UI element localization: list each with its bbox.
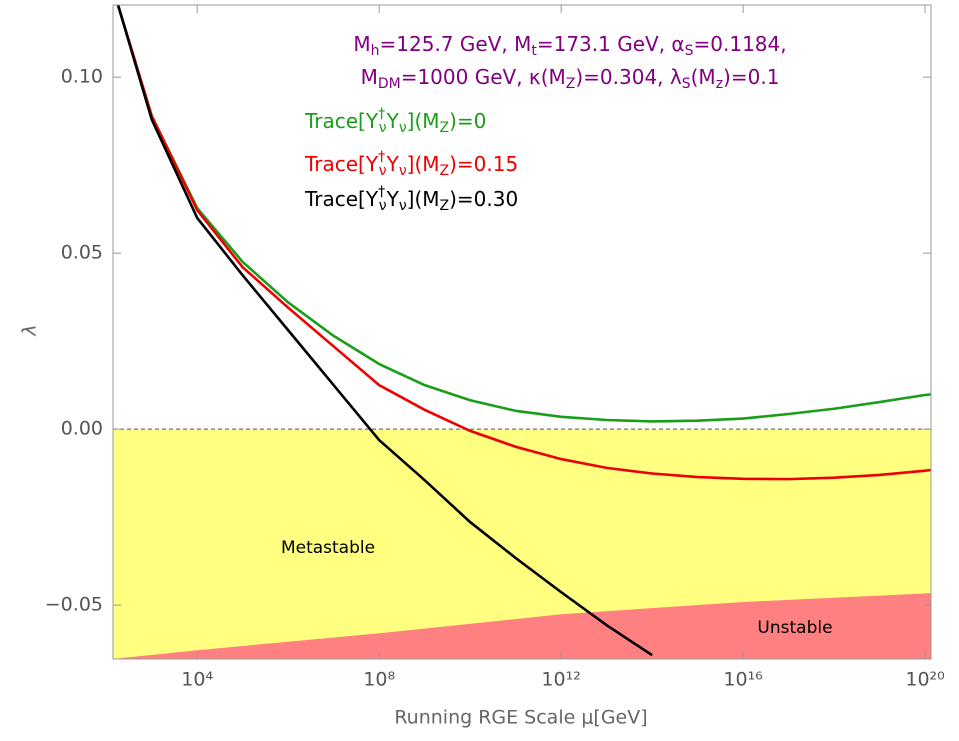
plot-area xyxy=(113,5,931,659)
text-run: (M xyxy=(691,65,716,89)
text-run: ](M xyxy=(407,187,440,211)
subscript: S xyxy=(685,43,694,59)
text-run: Trace[Y xyxy=(304,152,379,176)
subscript: t xyxy=(531,43,537,59)
region-label: Metastable xyxy=(281,538,375,558)
text-run: )=0 xyxy=(449,109,486,133)
subscript: ν xyxy=(399,120,407,136)
series-line xyxy=(116,5,653,657)
subscript: Z xyxy=(440,163,450,179)
text-run: )=0.1 xyxy=(723,65,779,89)
x-axis-label: Running RGE Scale μ[GeV] xyxy=(394,707,647,729)
y-tick-label: 0.00 xyxy=(61,418,103,440)
subscript: ν xyxy=(379,120,387,136)
y-axis-label: λ xyxy=(19,324,41,336)
x-tick-label: 10⁴ xyxy=(181,669,213,691)
subscript: ν xyxy=(399,163,407,179)
text-run: Y xyxy=(386,152,400,176)
superscript: † xyxy=(378,149,385,165)
text-run: ](M xyxy=(407,109,440,133)
annotation: MDM=1000 GeV, κ(MZ)=0.304, λS(Mz)=0.1 xyxy=(361,65,780,93)
y-tick-label: 0.05 xyxy=(61,242,103,264)
series-line xyxy=(116,5,931,481)
subscript: ν xyxy=(399,198,407,214)
series-line xyxy=(116,5,931,423)
text-run: Y xyxy=(386,109,400,133)
subscript: Z xyxy=(440,198,450,214)
text-run: )=0.15 xyxy=(449,152,518,176)
x-tick-label: 10⁸ xyxy=(363,669,395,691)
legend-entry: Trace[Y† νYν](MZ)=0.30 xyxy=(304,184,518,214)
text-run: Y xyxy=(386,187,400,211)
plot-frame xyxy=(112,4,932,660)
unstable-region xyxy=(113,593,931,659)
legend-entry: Trace[Y† νYν](MZ)=0.15 xyxy=(304,149,518,179)
y-tick-label: −0.05 xyxy=(45,594,103,616)
text-run: Trace[Y xyxy=(304,109,379,133)
subscript: Z xyxy=(566,76,576,92)
superscript: † xyxy=(378,184,385,200)
text-run: =0.1184, xyxy=(694,32,787,56)
subscript: DM xyxy=(378,76,401,92)
subscript: ν xyxy=(379,198,387,214)
annotation: Mh=125.7 GeV, Mt=173.1 GeV, αS=0.1184, xyxy=(353,32,786,60)
subscript: Z xyxy=(440,120,450,136)
text-run: )=0.30 xyxy=(449,187,518,211)
text-run: ](M xyxy=(407,152,440,176)
y-tick-label: 0.10 xyxy=(61,66,103,88)
x-tick-label: 10¹⁶ xyxy=(723,669,762,691)
subscript: ν xyxy=(379,163,387,179)
text-run: =125.7 GeV, M xyxy=(380,32,532,56)
legend-entry: Trace[Y† νYν](MZ)=0 xyxy=(304,106,486,136)
text-run: )=0.304, λ xyxy=(575,65,682,89)
x-tick-label: 10¹² xyxy=(541,669,580,691)
x-tick-label: 10²⁰ xyxy=(905,669,944,691)
superscript: † xyxy=(378,106,385,122)
text-run: =1000 GeV, κ(M xyxy=(401,65,566,89)
text-run: M xyxy=(353,32,370,56)
subscript: S xyxy=(682,76,691,92)
region-label: Unstable xyxy=(757,618,832,638)
subscript: h xyxy=(371,43,380,59)
text-run: Trace[Y xyxy=(304,187,379,211)
text-run: M xyxy=(361,65,378,89)
subscript: z xyxy=(716,76,723,92)
text-run: =173.1 GeV, α xyxy=(537,32,685,56)
